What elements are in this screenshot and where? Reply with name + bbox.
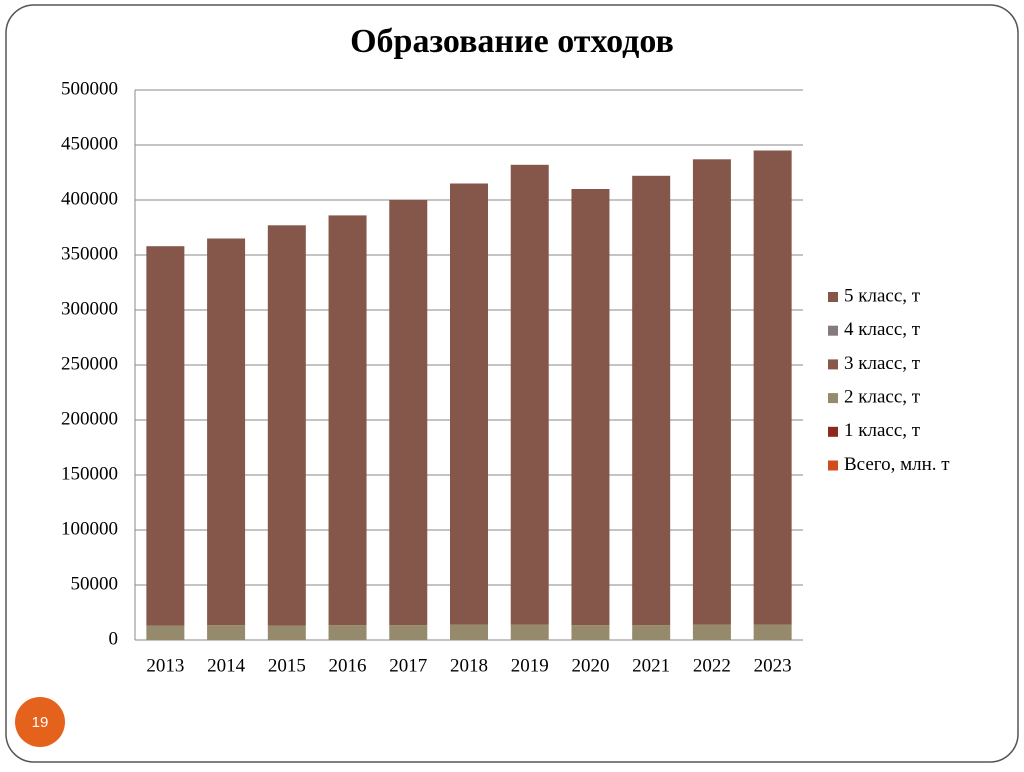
x-tick-label: 2020: [571, 655, 609, 676]
y-tick-label: 200000: [61, 408, 118, 429]
bar-segment: [632, 625, 671, 640]
bar-segment: [632, 175, 671, 626]
x-tick-label: 2016: [329, 655, 367, 676]
legend-label: 3 класс, т: [844, 353, 921, 374]
chart-title: Образование отходов: [350, 23, 674, 60]
slide-number: 19: [32, 714, 49, 731]
legend-swatch: [828, 292, 838, 302]
x-tick-label: 2018: [450, 655, 488, 676]
legend-swatch: [828, 359, 838, 370]
y-tick-label: 150000: [61, 463, 118, 484]
legend-swatch: [828, 460, 838, 471]
legend-label: 4 класс, т: [844, 319, 921, 340]
legend-label: 1 класс, т: [844, 420, 921, 441]
bar-segment: [389, 200, 428, 626]
bar-segment: [510, 624, 549, 640]
legend-swatch: [828, 393, 838, 404]
y-tick-label: 0: [109, 628, 119, 649]
x-tick-label: 2021: [632, 655, 670, 676]
legend-label: Всего, млн. т: [844, 454, 950, 475]
bar-segment: [328, 625, 367, 640]
y-tick-label: 50000: [71, 573, 119, 594]
bar-segment: [692, 624, 731, 640]
bar-segment: [753, 624, 792, 640]
y-tick-label: 300000: [61, 298, 118, 319]
bar-segment: [267, 225, 306, 626]
bar-segment: [146, 246, 185, 626]
legend-label: 5 класс, т: [844, 285, 921, 306]
bar-segment: [146, 625, 185, 640]
y-tick-label: 250000: [61, 353, 118, 374]
y-tick-label: 400000: [61, 188, 118, 209]
legend-label: 2 класс, т: [844, 386, 921, 407]
bar-segment: [328, 215, 367, 626]
x-tick-label: 2014: [207, 655, 246, 676]
slide-number-badge: [15, 697, 65, 747]
bar-segment: [571, 625, 610, 640]
bar-segment: [450, 183, 488, 625]
legend-swatch: [828, 325, 838, 336]
bar-segment: [571, 189, 610, 626]
y-tick-label: 350000: [61, 243, 118, 264]
x-tick-label: 2013: [146, 655, 184, 676]
x-tick-label: 2015: [268, 655, 306, 676]
bar-segment: [267, 625, 306, 640]
x-tick-label: 2019: [511, 655, 549, 676]
bar-segment: [450, 624, 488, 640]
legend-swatch: [828, 426, 838, 437]
bar-segment: [207, 238, 246, 626]
y-tick-label: 500000: [61, 78, 118, 99]
y-tick-label: 450000: [61, 133, 118, 154]
x-tick-label: 2023: [754, 655, 792, 676]
bar-segment: [753, 150, 792, 625]
y-tick-label: 100000: [61, 518, 118, 539]
bar-segment: [692, 159, 731, 625]
x-tick-label: 2022: [693, 655, 731, 676]
bar-segment: [510, 164, 549, 625]
x-tick-label: 2017: [389, 655, 427, 676]
bar-segment: [389, 625, 428, 640]
bar-segment: [207, 625, 246, 640]
